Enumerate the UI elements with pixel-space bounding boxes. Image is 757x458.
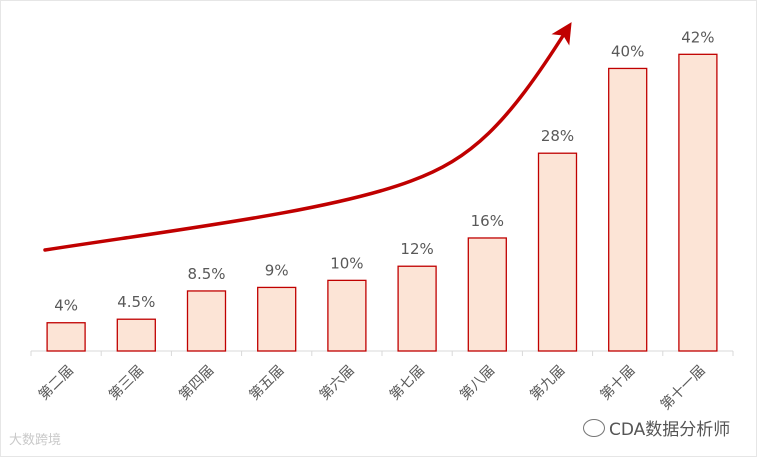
- data-label: 9%: [265, 261, 289, 279]
- bar: [397, 265, 437, 352]
- x-tick-label: 第十届: [597, 362, 639, 404]
- wechat-icon: [583, 418, 605, 437]
- bar: [116, 318, 156, 352]
- bar: [327, 279, 367, 352]
- x-tick-label: 第七届: [386, 362, 428, 404]
- x-tick-label: 第六届: [316, 362, 358, 404]
- x-tick-label: 第二届: [35, 362, 77, 404]
- bar: [46, 322, 86, 352]
- trend-arrow: [43, 22, 572, 252]
- data-label: 28%: [541, 127, 574, 145]
- watermark-left: 大数跨境: [9, 433, 62, 448]
- bar: [537, 152, 578, 352]
- data-label: 16%: [471, 212, 504, 230]
- watermark-right: CDA数据分析师: [583, 415, 730, 440]
- bar: [467, 237, 507, 352]
- x-tick-label: 第三届: [105, 362, 147, 404]
- data-label: 4%: [54, 297, 78, 315]
- bar: [678, 53, 718, 352]
- bar: [186, 290, 227, 352]
- x-tick-label: 第八届: [456, 362, 498, 404]
- watermark-right-label: CDA数据分析师: [609, 420, 731, 440]
- bar: [257, 286, 297, 352]
- data-label: 10%: [330, 254, 363, 272]
- x-tick-label: 第十一届: [657, 362, 709, 414]
- x-tick-label: 第九届: [527, 362, 569, 404]
- data-label: 42%: [681, 28, 714, 46]
- bar: [608, 67, 648, 352]
- x-tick-label: 第四届: [176, 362, 218, 404]
- data-label: 8.5%: [187, 265, 225, 283]
- data-label: 12%: [400, 240, 433, 258]
- data-label: 40%: [611, 42, 644, 60]
- data-label: 4.5%: [117, 293, 155, 311]
- x-tick-label: 第五届: [246, 362, 288, 404]
